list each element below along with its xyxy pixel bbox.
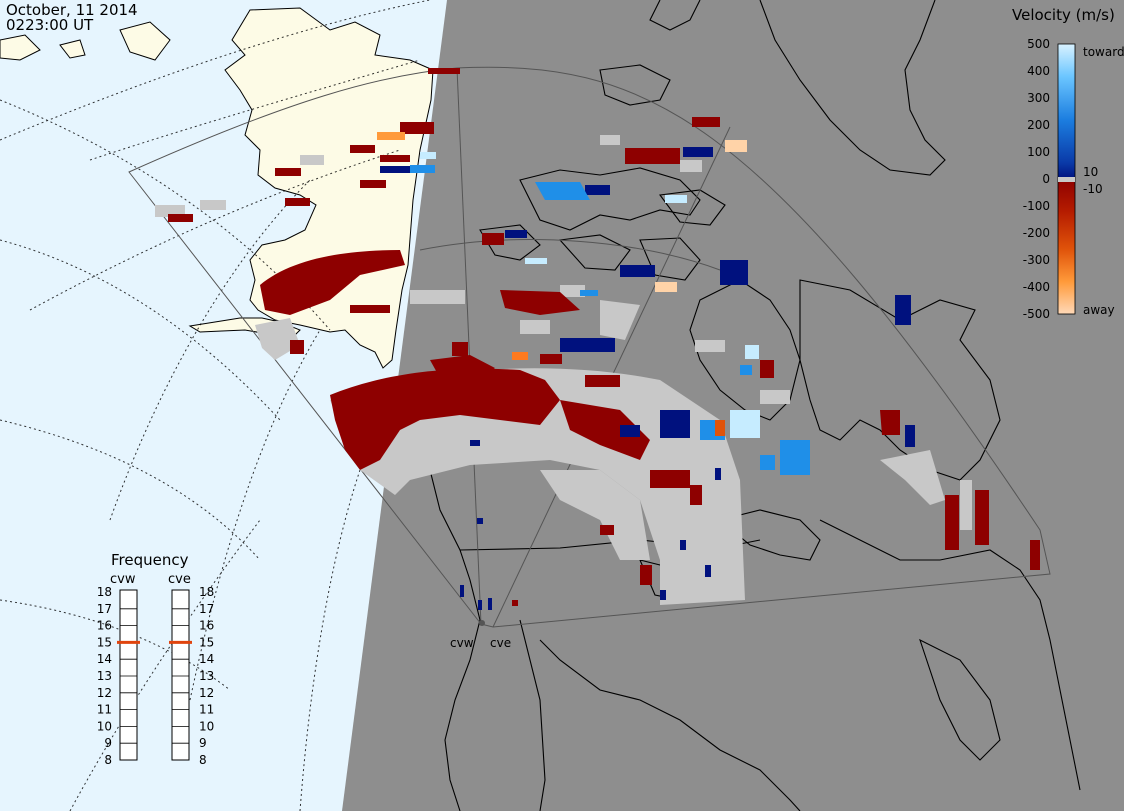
- velocity-tick-label: -300: [1023, 253, 1050, 267]
- velocity-tick-label: 300: [1027, 91, 1050, 105]
- frequency-panel: Frequency cvw cve 18 18 17 17 16 16 15 15 14 14 13…: [97, 551, 215, 767]
- frequency-bar-right: [171, 589, 190, 761]
- velocity-tick-label: 400: [1027, 64, 1050, 78]
- velocity-away-light-echoes: [377, 132, 747, 436]
- frequency-tick-label-right: 14: [199, 652, 214, 666]
- frequency-tick-label-left: 16: [97, 619, 112, 633]
- velocity-away-echoes: [168, 68, 1040, 606]
- velocity-gap-upper-label: 10: [1083, 165, 1098, 179]
- velocity-gap-band: [1058, 177, 1075, 182]
- frequency-tick-label-right: 18: [199, 585, 214, 599]
- frequency-tick-label-left: 8: [104, 753, 112, 767]
- radar-sites: cvw cve: [450, 620, 511, 650]
- frequency-tick-label-right: 15: [199, 635, 214, 649]
- frequency-tick-label-left: 12: [97, 686, 112, 700]
- velocity-tick-label: -200: [1023, 226, 1050, 240]
- frequency-tick-label-right: 16: [199, 619, 214, 633]
- frequency-tick-label-left: 9: [104, 736, 112, 750]
- frequency-radar-left: cvw: [110, 572, 136, 587]
- velocity-toward-label: toward: [1083, 45, 1124, 59]
- frequency-tick-label-left: 13: [97, 669, 112, 683]
- frequency-title: Frequency: [111, 551, 189, 569]
- timestamp-time: 0223:00 UT: [6, 16, 94, 34]
- radar-site-marker: [479, 620, 485, 626]
- frequency-radar-right: cve: [168, 572, 191, 587]
- frequency-tick-label-right: 12: [199, 686, 214, 700]
- velocity-tick-label: 100: [1027, 145, 1050, 159]
- velocity-away-label: away: [1083, 303, 1115, 317]
- frequency-tick-label-right: 9: [199, 736, 207, 750]
- frequency-tick-labels: 18 18 17 17 16 16 15 15 14 14 13 13 12 12 11 11 10 10 9 9 8 8: [97, 585, 215, 767]
- velocity-scale-title: Velocity (m/s): [1012, 6, 1115, 24]
- velocity-toward-echoes: [380, 147, 915, 610]
- velocity-tick-label: -100: [1023, 199, 1050, 213]
- frequency-tick-label-left: 14: [97, 652, 112, 666]
- velocity-gap-lower-label: -10: [1083, 182, 1103, 196]
- frequency-bar-left: [119, 589, 138, 761]
- radar-label-cve: cve: [490, 636, 511, 650]
- frequency-tick-label-left: 15: [97, 635, 112, 649]
- frequency-tick-label-right: 17: [199, 602, 214, 616]
- frequency-tick-label-left: 18: [97, 585, 112, 599]
- velocity-tick-label: 500: [1027, 37, 1050, 51]
- velocity-tick-labels: 500 400 300 200 100 0 -100 -200 -300 -400 -500: [1023, 37, 1050, 321]
- night-region: [342, 0, 1124, 811]
- frequency-tick-label-right: 11: [199, 703, 214, 717]
- coastlines: [429, 0, 1081, 811]
- frequency-tick-label-left: 17: [97, 602, 112, 616]
- radar-label-cvw: cvw: [450, 636, 474, 650]
- velocity-tick-label: -400: [1023, 280, 1050, 294]
- frequency-tick-label-right: 8: [199, 753, 207, 767]
- frequency-tick-label-right: 13: [199, 669, 214, 683]
- frequency-tick-label-left: 10: [97, 719, 112, 733]
- frequency-tick-label-right: 10: [199, 719, 214, 733]
- velocity-scale: Velocity (m/s) 500 400 300 200 100 0 -100 -200 -…: [1012, 6, 1124, 321]
- velocity-tick-label: 0: [1042, 172, 1050, 186]
- velocity-tick-label: -500: [1023, 307, 1050, 321]
- timestamp-date: October, 11 2014: [6, 1, 138, 19]
- northwest-islands: [0, 21, 171, 61]
- velocity-tick-label: 200: [1027, 118, 1050, 132]
- frequency-tick-label-left: 11: [97, 703, 112, 717]
